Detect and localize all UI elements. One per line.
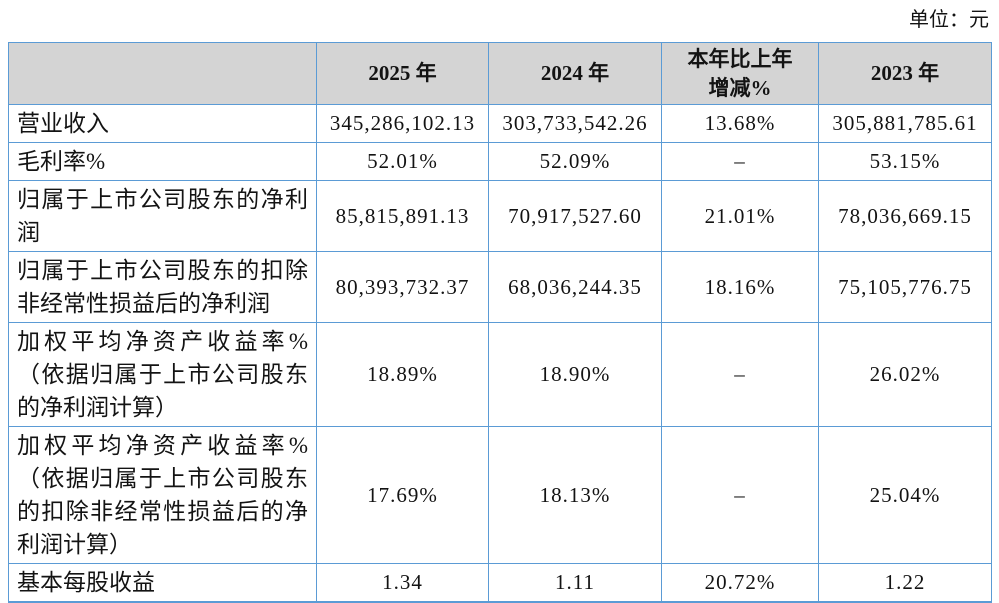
cell-value: 305,881,785.61: [818, 104, 992, 143]
cell-value: 70,917,527.60: [488, 180, 662, 252]
table-row-revenue: 营业收入 345,286,102.13 303,733,542.26 13.68…: [8, 104, 992, 143]
header-year-2024: 2024 年: [488, 42, 662, 105]
row-label: 基本每股收益: [8, 563, 317, 603]
header-item-column: [8, 42, 317, 105]
table-row-roe-deducted: 加权平均净资产收益率%（依据归属于上市公司股东的扣除非经常性损益后的净利润计算）…: [8, 426, 992, 564]
table-row-gross-margin: 毛利率% 52.01% 52.09% – 53.15%: [8, 142, 992, 181]
table-row-roe-net: 加权平均净资产收益率%（依据归属于上市公司股东的净利润计算） 18.89% 18…: [8, 322, 992, 427]
cell-value: 52.01%: [316, 142, 489, 181]
cell-value: 1.22: [818, 563, 992, 603]
cell-value: 85,815,891.13: [316, 180, 489, 252]
cell-value: 80,393,732.37: [316, 251, 489, 323]
cell-value: 78,036,669.15: [818, 180, 992, 252]
cell-value: 18.16%: [661, 251, 819, 323]
header-year-2025: 2025 年: [316, 42, 489, 105]
cell-value: 18.89%: [316, 322, 489, 427]
cell-value: 68,036,244.35: [488, 251, 662, 323]
table-row-eps: 基本每股收益 1.34 1.11 20.72% 1.22: [8, 563, 992, 603]
cell-value: 53.15%: [818, 142, 992, 181]
cell-value: 1.34: [316, 563, 489, 603]
cell-value: 21.01%: [661, 180, 819, 252]
row-label: 归属于上市公司股东的净利润: [8, 180, 317, 252]
cell-value: –: [661, 322, 819, 427]
cell-value: 13.68%: [661, 104, 819, 143]
row-label: 加权平均净资产收益率%（依据归属于上市公司股东的扣除非经常性损益后的净利润计算）: [8, 426, 317, 564]
financial-summary-table: 2025 年 2024 年 本年比上年 增减% 2023 年 营业收入 345,…: [8, 42, 992, 603]
cell-value: –: [661, 426, 819, 564]
header-row: 2025 年 2024 年 本年比上年 增减% 2023 年: [8, 42, 992, 105]
header-yoy-change: 本年比上年 增减%: [661, 42, 819, 105]
cell-value: 18.90%: [488, 322, 662, 427]
row-label: 营业收入: [8, 104, 317, 143]
cell-value: 25.04%: [818, 426, 992, 564]
cell-value: 26.02%: [818, 322, 992, 427]
cell-value: 17.69%: [316, 426, 489, 564]
cell-value: –: [661, 142, 819, 181]
table-row-net-profit-deducted: 归属于上市公司股东的扣除非经常性损益后的净利润 80,393,732.37 68…: [8, 251, 992, 323]
cell-value: 75,105,776.75: [818, 251, 992, 323]
cell-value: 345,286,102.13: [316, 104, 489, 143]
row-label: 毛利率%: [8, 142, 317, 181]
cell-value: 20.72%: [661, 563, 819, 603]
row-label: 归属于上市公司股东的扣除非经常性损益后的净利润: [8, 251, 317, 323]
unit-label: 单位：元: [909, 9, 989, 31]
cell-value: 52.09%: [488, 142, 662, 181]
cell-value: 1.11: [488, 563, 662, 603]
cell-value: 303,733,542.26: [488, 104, 662, 143]
header-year-2023: 2023 年: [818, 42, 992, 105]
table-row-net-profit: 归属于上市公司股东的净利润 85,815,891.13 70,917,527.6…: [8, 180, 992, 252]
row-label: 加权平均净资产收益率%（依据归属于上市公司股东的净利润计算）: [8, 322, 317, 427]
cell-value: 18.13%: [488, 426, 662, 564]
